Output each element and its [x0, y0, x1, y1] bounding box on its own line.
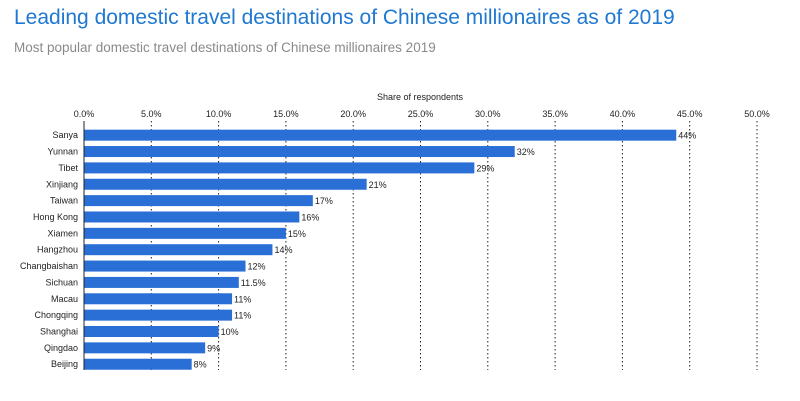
- x-tick-label: 50.0%: [744, 109, 770, 119]
- data-label: 8%: [194, 360, 207, 370]
- category-label: Shanghai: [40, 327, 78, 337]
- x-tick-label: 15.0%: [273, 109, 299, 119]
- data-label: 16%: [301, 212, 319, 222]
- category-label: Sichuan: [45, 277, 78, 287]
- data-label: 11%: [234, 311, 251, 321]
- category-labels: Sanya Yunnan Tibet Xinjiang Taiwan Hong Kong X…: [20, 130, 79, 369]
- bar: [84, 358, 192, 370]
- bar: [84, 260, 246, 272]
- chart-title: Leading domestic travel destinations of …: [14, 6, 675, 29]
- x-tick-label: 25.0%: [408, 109, 434, 119]
- chart-subtitle: Most popular domestic travel destination…: [14, 40, 436, 55]
- bars: [84, 129, 677, 370]
- data-label: 44%: [678, 131, 696, 141]
- category-label: Xiamen: [47, 228, 78, 238]
- data-label: 12%: [248, 262, 266, 272]
- bar: [84, 162, 475, 174]
- data-label: 11%: [234, 294, 251, 304]
- category-label: Qingdao: [44, 343, 78, 353]
- category-label: Taiwan: [50, 196, 78, 206]
- bar: [84, 309, 233, 321]
- data-label: 21%: [369, 180, 387, 190]
- data-label: 11.5%: [241, 278, 266, 288]
- category-label: Yunnan: [47, 147, 78, 157]
- category-label: Beijing: [51, 359, 78, 369]
- data-label: 15%: [288, 229, 306, 239]
- x-tick-label: 45.0%: [677, 109, 703, 119]
- x-tick-labels: 0.0% 5.0% 10.0% 15.0% 20.0% 25.0% 30.0% 35.0% 40…: [74, 109, 770, 119]
- data-labels: 44% 32% 29% 21% 17% 16% 15% 14% 12% 11.5% 11% 11% 10…: [194, 131, 697, 370]
- x-tick-label: 5.0%: [141, 109, 162, 119]
- x-tick-label: 35.0%: [542, 109, 568, 119]
- category-label: Macau: [51, 294, 78, 304]
- bar: [84, 211, 300, 223]
- category-label: Changbaishan: [20, 261, 78, 271]
- bar: [84, 293, 233, 305]
- bar: [84, 227, 286, 239]
- x-axis-title: Share of respondents: [377, 92, 464, 102]
- bar: [84, 244, 273, 256]
- bar: [84, 129, 677, 141]
- category-label: Tibet: [58, 163, 78, 173]
- x-tick-label: 20.0%: [340, 109, 366, 119]
- data-label: 29%: [476, 163, 494, 173]
- category-label: Hong Kong: [33, 212, 78, 222]
- data-label: 9%: [207, 343, 220, 353]
- bar: [84, 342, 206, 354]
- bar: [84, 276, 239, 288]
- category-label: Xinjiang: [46, 179, 78, 189]
- bar: [84, 326, 219, 337]
- data-label: 17%: [315, 196, 333, 206]
- bar: [84, 146, 515, 158]
- category-label: Chongqing: [34, 310, 78, 320]
- data-label: 10%: [221, 327, 239, 337]
- x-tick-label: 0.0%: [74, 109, 95, 119]
- bar: [84, 195, 313, 207]
- x-tick-label: 40.0%: [610, 109, 636, 119]
- data-label: 14%: [274, 245, 292, 255]
- category-label: Sanya: [52, 130, 78, 140]
- x-tick-label: 10.0%: [206, 109, 232, 119]
- data-label: 32%: [517, 147, 535, 157]
- bar: [84, 178, 367, 190]
- x-tick-label: 30.0%: [475, 109, 501, 119]
- category-label: Hangzhou: [37, 245, 78, 255]
